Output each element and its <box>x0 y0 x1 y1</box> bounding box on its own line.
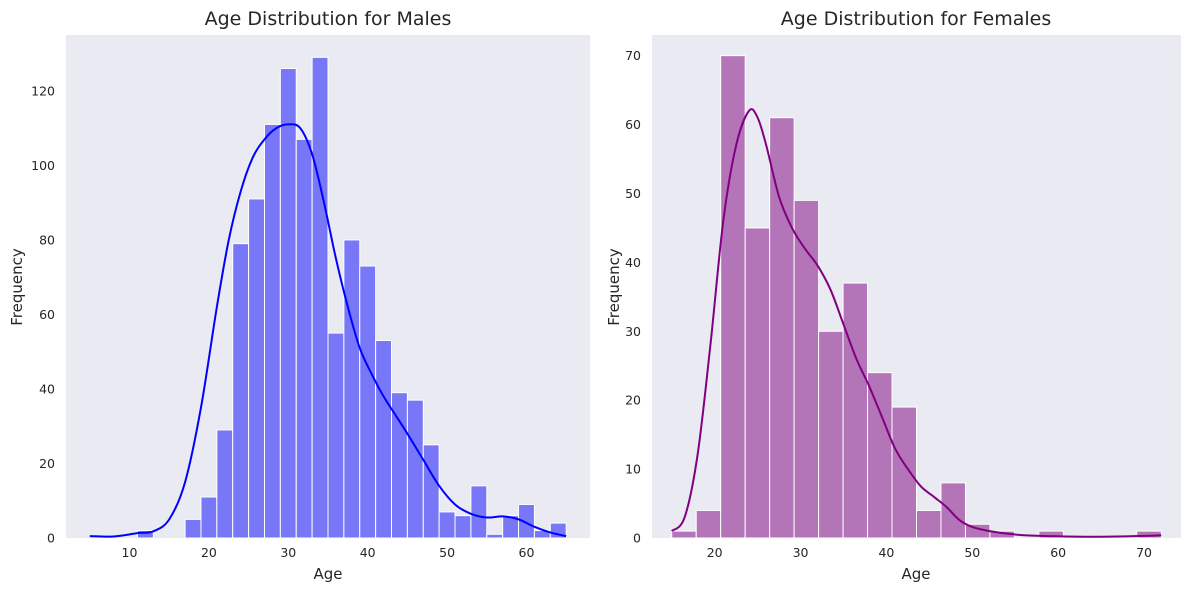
female-x-tick-30: 30 <box>793 545 809 560</box>
male-histogram-bar-6 <box>185 519 201 538</box>
male-histogram-bar-17 <box>360 266 376 538</box>
female-histogram-bar-4 <box>770 118 794 538</box>
male-x-tick-40: 40 <box>360 545 376 560</box>
female-age-chart: 20 30 40 50 60 70 0 10 20 30 40 50 60 70 Age Distrib… <box>605 8 1181 583</box>
male-histogram-bar-12 <box>280 69 296 538</box>
female-y-tick-10: 10 <box>625 462 641 477</box>
female-histogram-bar-11 <box>941 483 965 538</box>
male-histogram-bar-25 <box>487 534 503 538</box>
male-y-tick-120: 120 <box>31 83 55 98</box>
female-x-tick-70: 70 <box>1136 545 1152 560</box>
male-x-tick-labels: 10 20 30 40 50 60 <box>122 545 535 560</box>
male-x-tick-30: 30 <box>280 545 296 560</box>
male-histogram-bar-23 <box>455 516 471 538</box>
female-y-tick-60: 60 <box>625 117 641 132</box>
male-y-axis-label: Frequency <box>8 248 26 326</box>
female-histogram-bar-0 <box>672 531 696 538</box>
female-y-axis-label: Frequency <box>605 248 623 326</box>
male-histogram-bar-7 <box>201 497 217 538</box>
female-y-tick-labels: 0 10 20 30 40 50 60 70 <box>625 48 641 545</box>
female-y-tick-20: 20 <box>625 393 641 408</box>
male-histogram-bar-8 <box>217 430 233 538</box>
male-x-tick-20: 20 <box>201 545 217 560</box>
male-x-tick-50: 50 <box>439 545 455 560</box>
female-y-tick-50: 50 <box>625 186 641 201</box>
male-histogram-bar-21 <box>423 445 439 538</box>
female-y-tick-0: 0 <box>633 531 641 546</box>
female-histogram-bar-9 <box>892 407 916 538</box>
male-histogram-bar-13 <box>296 139 312 538</box>
male-y-tick-100: 100 <box>31 158 55 173</box>
female-histogram-bar-7 <box>843 283 867 538</box>
male-x-tick-60: 60 <box>519 545 535 560</box>
female-x-axis-label: Age <box>901 565 930 583</box>
female-y-tick-30: 30 <box>625 324 641 339</box>
female-y-tick-40: 40 <box>625 255 641 270</box>
female-histogram-bar-10 <box>917 510 941 538</box>
male-y-tick-60: 60 <box>39 307 55 322</box>
male-age-chart: 10 20 30 40 50 60 0 20 40 60 80 100 120 Age Distrib… <box>8 8 590 583</box>
female-x-tick-20: 20 <box>707 545 723 560</box>
female-chart-title: Age Distribution for Females <box>781 8 1051 30</box>
male-histogram-bar-15 <box>328 333 344 538</box>
female-histogram-bar-6 <box>819 331 843 538</box>
female-x-tick-40: 40 <box>878 545 894 560</box>
male-histogram-bar-11 <box>264 124 280 538</box>
male-histogram-bar-22 <box>439 512 455 538</box>
male-x-tick-10: 10 <box>122 545 138 560</box>
male-y-tick-0: 0 <box>47 531 55 546</box>
male-histogram-bar-10 <box>249 199 265 538</box>
female-histogram-bar-3 <box>745 228 769 538</box>
female-histogram-bar-8 <box>868 373 892 538</box>
female-x-tick-60: 60 <box>1050 545 1066 560</box>
male-histogram-bar-14 <box>312 57 328 538</box>
male-y-tick-80: 80 <box>39 232 55 247</box>
male-histogram-bar-16 <box>344 240 360 538</box>
male-histogram-bar-9 <box>233 244 249 538</box>
female-histogram-bar-1 <box>696 510 720 538</box>
male-histogram-bar-19 <box>392 393 408 538</box>
male-chart-title: Age Distribution for Males <box>205 8 452 30</box>
female-x-tick-50: 50 <box>964 545 980 560</box>
male-x-axis-label: Age <box>313 565 342 583</box>
male-histogram-bar-18 <box>376 341 392 538</box>
male-y-tick-40: 40 <box>39 381 55 396</box>
female-y-tick-70: 70 <box>625 48 641 63</box>
female-x-tick-labels: 20 30 40 50 60 70 <box>707 545 1152 560</box>
male-histogram-bar-24 <box>471 486 487 538</box>
male-y-tick-labels: 0 20 40 60 80 100 120 <box>31 83 55 545</box>
male-histogram-bar-20 <box>407 400 423 538</box>
male-y-tick-20: 20 <box>39 456 55 471</box>
